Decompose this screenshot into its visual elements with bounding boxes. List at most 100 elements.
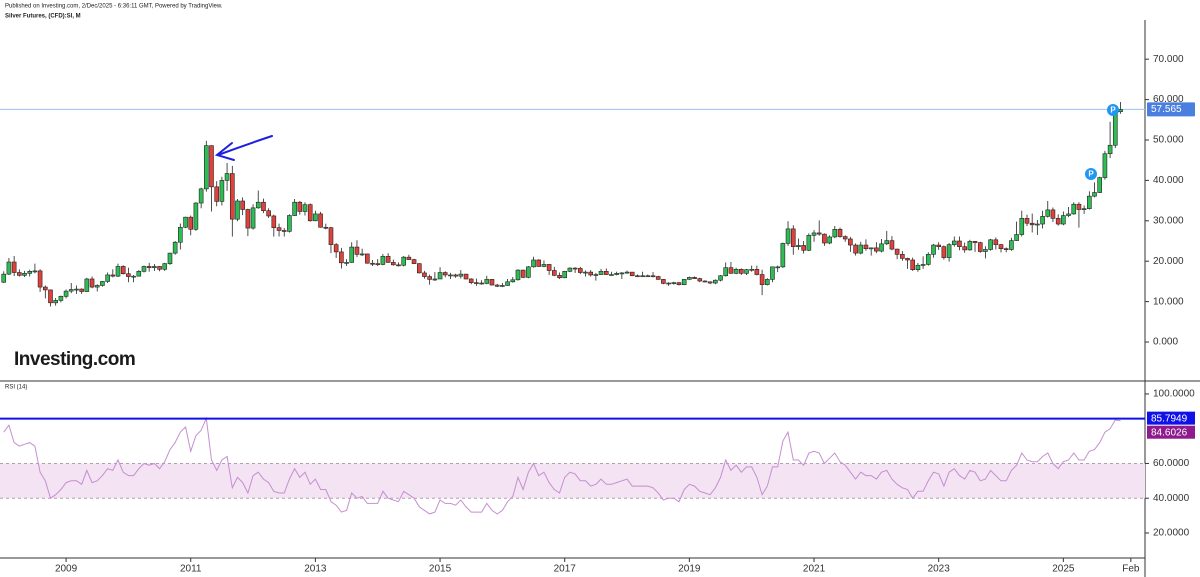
candle-body	[79, 288, 84, 292]
candle-body	[972, 241, 978, 243]
x-tick-label: 2017	[554, 564, 577, 575]
candle-body	[500, 285, 505, 287]
candle-body	[224, 173, 230, 181]
candle-body	[915, 264, 921, 270]
candle-body	[977, 242, 983, 252]
candle-body	[84, 278, 90, 292]
candle-body	[920, 264, 926, 266]
candle-body	[515, 269, 521, 281]
candle-body	[526, 266, 531, 278]
candle-body	[416, 263, 422, 274]
plot-layer: 2009 2011 2013 2015 2017 2019 2021 2023 2025 Feb 0…	[0, 54, 1195, 575]
candle-body	[598, 271, 604, 275]
candle-body	[640, 275, 645, 278]
candle-body	[328, 227, 334, 245]
candle-body	[297, 201, 303, 212]
candle-body	[422, 272, 427, 277]
candle-body	[333, 244, 339, 253]
arrow-shaft	[217, 135, 273, 156]
candle-body	[105, 274, 110, 282]
candle-body	[879, 243, 884, 252]
candle-body	[702, 280, 708, 283]
candle-body	[68, 289, 74, 292]
candle-body	[432, 278, 438, 281]
candle-body	[785, 228, 791, 244]
candle-body	[655, 276, 661, 280]
candle-body	[126, 273, 131, 277]
candle-body	[494, 284, 500, 287]
candle-body	[837, 228, 843, 237]
y-tick-label: 60.0000	[1153, 458, 1190, 469]
candle-body	[697, 278, 703, 282]
candle-body	[43, 286, 48, 291]
y-tick-label: 70.000	[1153, 54, 1184, 65]
candle-body	[230, 173, 235, 220]
rsi-level-tag	[1147, 411, 1195, 425]
candle-body	[1097, 177, 1102, 193]
candle-body	[1112, 111, 1118, 146]
candle-body	[484, 279, 490, 284]
candle-body	[214, 186, 220, 202]
candle-body	[131, 275, 136, 278]
candle-body	[905, 258, 910, 261]
candle-body	[1071, 203, 1077, 215]
y-tick-label: 20.000	[1153, 256, 1184, 267]
candle-body	[359, 253, 365, 256]
candle-body	[993, 239, 999, 245]
candle-body	[183, 216, 188, 228]
candle-body	[193, 202, 199, 230]
candle-body	[759, 274, 765, 285]
candle-body	[874, 247, 879, 252]
candle-body	[1014, 234, 1019, 241]
candle-body	[271, 215, 277, 228]
candle-body	[505, 281, 510, 286]
candle-body	[1, 273, 7, 283]
last-price-tag	[1147, 102, 1195, 117]
candle-body	[723, 267, 729, 277]
rsi-value-label: 84.6026	[1151, 427, 1188, 438]
candle-body	[48, 289, 53, 304]
y-tick-label: 50.000	[1153, 135, 1184, 146]
candle-body	[811, 232, 817, 236]
candle-body	[603, 271, 609, 275]
candle-body	[6, 261, 12, 275]
candle-body	[1003, 248, 1009, 250]
candle-body	[27, 271, 33, 274]
candle-body	[152, 266, 157, 268]
candle-body	[1035, 223, 1040, 226]
candle-body	[1092, 192, 1097, 197]
candle-body	[764, 279, 770, 285]
candle-body	[941, 246, 947, 258]
candle-body	[115, 266, 121, 277]
candle-body	[276, 227, 282, 231]
candle-body	[120, 266, 126, 275]
candle-body	[546, 264, 552, 271]
candle-body	[520, 269, 526, 278]
candle-body	[894, 248, 900, 255]
candle-body	[463, 273, 469, 280]
candle-body	[302, 204, 308, 212]
candle-body	[827, 236, 832, 244]
candle-body	[1050, 209, 1056, 219]
candle-body	[240, 200, 245, 210]
candle-body	[474, 282, 479, 284]
candle-body	[744, 269, 749, 274]
candle-body	[681, 279, 687, 285]
candle-body	[583, 271, 588, 274]
candle-body	[245, 209, 251, 229]
candle-body	[136, 271, 142, 277]
x-tick-label: 2025	[1052, 564, 1075, 575]
candle-body	[988, 239, 993, 250]
candle-body	[53, 300, 58, 304]
x-tick-label: 2023	[928, 564, 951, 575]
candle-body	[318, 213, 323, 228]
candle-body	[1055, 218, 1061, 225]
rsi-band	[0, 463, 1145, 499]
candle-body	[531, 259, 536, 268]
candle-body	[728, 267, 734, 274]
candle-body	[370, 262, 375, 265]
candle-body	[931, 244, 936, 255]
y-tick-label: 10.000	[1153, 296, 1184, 307]
candle-body	[17, 272, 22, 276]
candle-body	[22, 273, 27, 276]
